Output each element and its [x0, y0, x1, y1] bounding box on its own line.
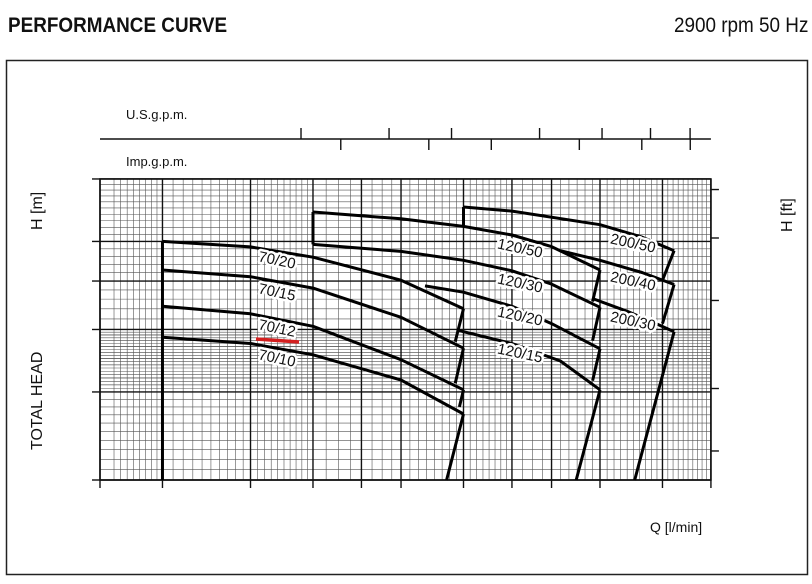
chart-frame: [5, 59, 809, 576]
curve-70-20: [162, 239, 465, 311]
curve-200-30: [593, 297, 675, 334]
curve-70-10: [162, 335, 465, 416]
curve-label: 200/30: [609, 309, 657, 335]
grid: [99, 178, 712, 481]
axes: [92, 128, 719, 488]
limit-line-120: [591, 348, 602, 382]
curve-70-12: [162, 304, 465, 392]
curve-70-15: [162, 268, 465, 350]
curve-120-30: [312, 242, 601, 309]
curve-120-15: [456, 328, 601, 392]
limit-line-70: [453, 347, 465, 384]
y-axis-unit: H [m]: [29, 192, 46, 230]
curve-label: 70/12: [257, 316, 297, 340]
imp-gpm-axis-label: Imp.g.p.m.: [126, 154, 187, 169]
limit-line-120: [591, 306, 602, 341]
curve-label: 120/50: [496, 236, 544, 262]
x-axis-label: Q [l/min]: [650, 519, 702, 535]
curve-label: 120/20: [496, 304, 544, 330]
curve-200-40: [560, 249, 675, 286]
curves: [160, 205, 676, 481]
curve-200-50: [463, 205, 675, 253]
limit-line-200: [661, 284, 676, 325]
limit-line-120: [591, 269, 602, 302]
curve-120-20: [424, 284, 601, 351]
limit-line-70: [457, 389, 465, 408]
limit-line-70: [453, 308, 465, 343]
limit-line-200: [661, 250, 676, 281]
limit-line-120: [574, 389, 602, 481]
curve-label: 120/30: [496, 271, 544, 297]
curve-label: 70/20: [257, 248, 297, 272]
us-gpm-axis-label: U.S.g.p.m.: [126, 107, 187, 122]
y2-axis-label: H [ft]: [779, 198, 796, 232]
y-axis-label: TOTAL HEAD: [29, 352, 46, 450]
limit-line-70: [445, 413, 465, 481]
limit-line-200: [633, 331, 676, 481]
curve-label: 120/15: [496, 341, 544, 367]
curve-120-50: [312, 210, 601, 272]
speed-label: 2900 rpm 50 Hz: [673, 14, 808, 37]
chart-title: PERFORMANCE CURVE: [8, 14, 228, 37]
highlight-underline: [255, 337, 300, 344]
